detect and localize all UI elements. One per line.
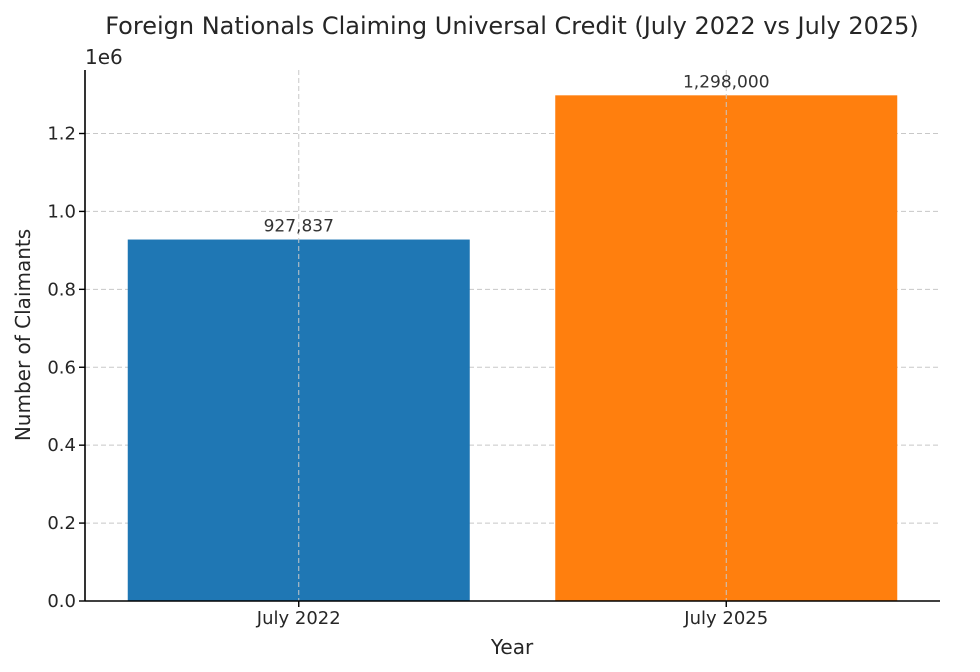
bar-july-2022 [127, 239, 470, 601]
y-tick-label: 0.2 [47, 513, 76, 534]
chart-title: Foreign Nationals Claiming Universal Cre… [105, 12, 919, 40]
y-axis-label: Number of Claimants [11, 229, 35, 441]
x-tick-label: July 2022 [256, 608, 341, 629]
y-tick-label: 0.6 [47, 357, 76, 378]
x-tick-label: July 2025 [683, 608, 768, 629]
y-tick-label: 0.4 [47, 435, 76, 456]
y-tick-label: 1.2 [47, 124, 76, 145]
x-axis-label: Year [490, 635, 534, 659]
y-tick-label: 0.0 [47, 591, 76, 612]
data-labels: 927,837 1,298,000 [264, 72, 770, 236]
y-tick-label: 0.8 [47, 279, 76, 300]
bars [127, 95, 898, 601]
bar-value-label: 1,298,000 [683, 72, 770, 92]
y-axis-offset-text: 1e6 [85, 45, 123, 69]
y-tick-label: 1.0 [47, 201, 76, 222]
bar-value-label: 927,837 [264, 217, 334, 237]
x-grid [298, 70, 727, 601]
axes: 0.0 0.2 0.4 0.6 0.8 1.0 1.2 July 2022 July 2025 [47, 70, 940, 629]
bar-july-2025 [555, 95, 898, 601]
